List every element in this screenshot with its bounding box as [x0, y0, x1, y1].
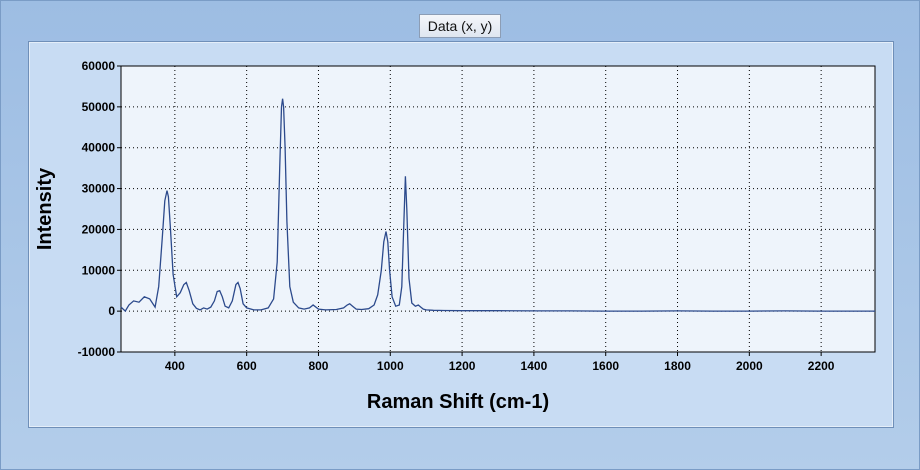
y-tick-label: 60000 — [82, 59, 116, 73]
x-tick-label: 800 — [308, 359, 328, 373]
x-tick-label: 400 — [165, 359, 185, 373]
x-tick-label: 1400 — [521, 359, 548, 373]
x-tick-label: 600 — [237, 359, 257, 373]
x-tick-labels: 400 600 800 1000 1200 1400 1600 1800 2000 2200 — [165, 359, 835, 373]
y-tick-label: 30000 — [82, 182, 116, 196]
raman-chart: -10000 0 10000 20000 30000 40000 50000 60000 40… — [34, 59, 876, 413]
y-tick-label: 0 — [108, 304, 115, 318]
y-tick-labels: -10000 0 10000 20000 30000 40000 50000 60000 — [78, 59, 116, 359]
chart-panel: -10000 0 10000 20000 30000 40000 50000 60000 40… — [28, 41, 894, 428]
plot-area — [120, 65, 876, 353]
y-tick-label: 20000 — [82, 222, 116, 236]
x-tick-label: 1600 — [592, 359, 619, 373]
y-tick-label: 40000 — [82, 141, 116, 155]
y-tick-label: 50000 — [82, 100, 116, 114]
y-tick-label: -10000 — [78, 345, 116, 359]
x-tick-label: 2200 — [808, 359, 835, 373]
x-tick-label: 1000 — [377, 359, 404, 373]
x-tick-label: 2000 — [736, 359, 763, 373]
x-tick-label: 1200 — [449, 359, 476, 373]
x-tick-label: 1800 — [664, 359, 691, 373]
y-axis-title: Intensity — [34, 167, 56, 250]
series-line — [120, 98, 875, 313]
tab-data-xy[interactable]: Data (x, y) — [419, 14, 501, 38]
y-tick-label: 10000 — [82, 263, 116, 277]
x-axis-title: Raman Shift (cm-1) — [367, 391, 549, 413]
